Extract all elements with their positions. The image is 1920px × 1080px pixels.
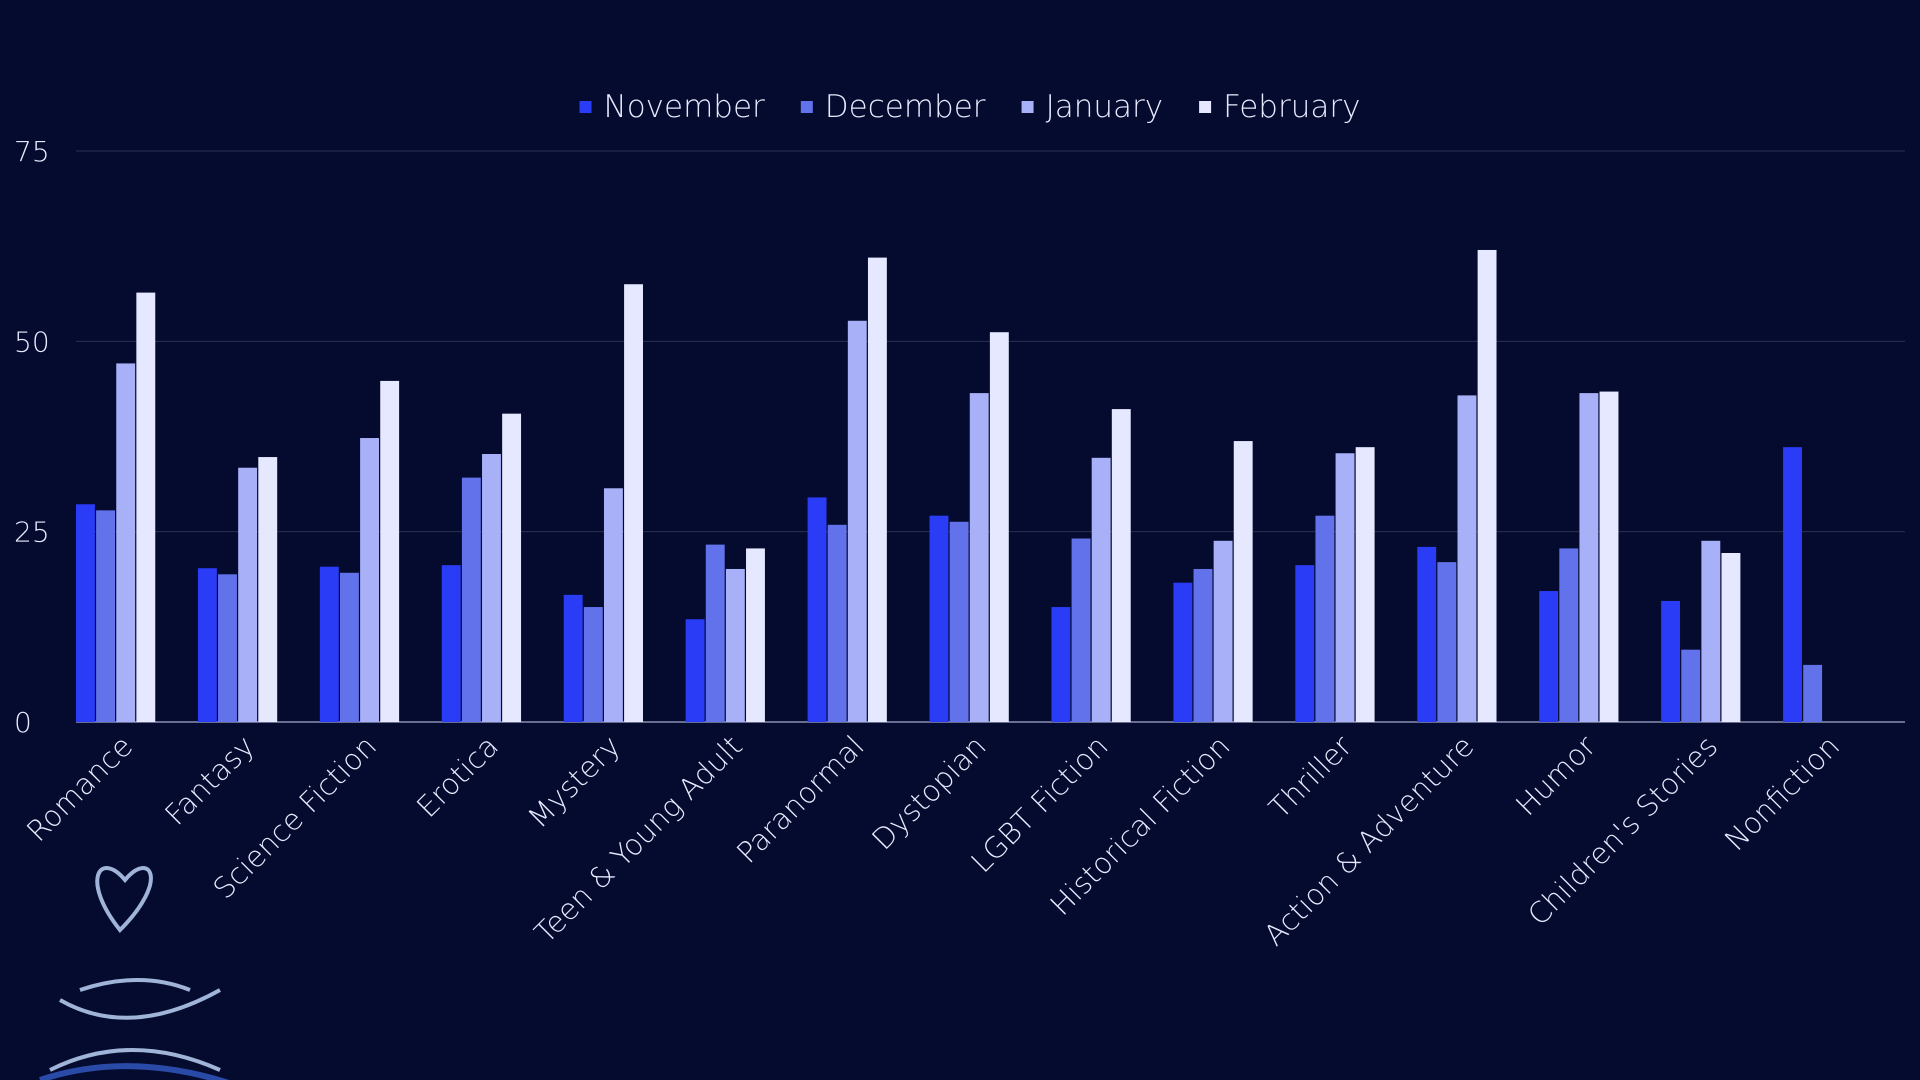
bar: [1681, 649, 1701, 722]
x-tick-label: Romance: [20, 729, 139, 848]
bar: [1457, 395, 1477, 722]
bar: [746, 548, 765, 722]
bar: [380, 380, 400, 722]
legend-swatch: [800, 101, 813, 113]
x-tick-label: Teen & Young Adult: [528, 729, 749, 950]
x-tick-label: Fantasy: [158, 729, 261, 832]
bar: [116, 363, 136, 722]
bar: [1539, 591, 1559, 722]
logo: [39, 866, 230, 1080]
bar: [1193, 568, 1213, 722]
bar: [1803, 664, 1823, 722]
legend-swatch: [1021, 101, 1034, 113]
bar: [1111, 409, 1131, 722]
bar: [969, 393, 989, 722]
bar: [949, 521, 969, 722]
bar: [1295, 565, 1315, 722]
legend: November December January February: [579, 89, 1360, 125]
bar: [1783, 447, 1802, 722]
legend-label: November: [604, 89, 766, 125]
bar: [725, 568, 745, 722]
bar: [603, 488, 623, 722]
x-tick-label: Mystery: [521, 729, 627, 835]
bar: [218, 574, 237, 722]
legend-swatch: [579, 101, 592, 113]
bar: [1233, 441, 1253, 722]
bar: [1701, 540, 1721, 722]
legend-swatch: [1199, 101, 1212, 113]
bar: [563, 594, 583, 722]
bar: [96, 510, 116, 722]
bar: [685, 619, 705, 722]
bar: [1213, 540, 1233, 722]
bar: [624, 284, 643, 722]
bar: [1335, 453, 1355, 722]
bar: [1721, 552, 1741, 722]
y-tick-label: 50: [14, 325, 50, 358]
bar: [929, 515, 949, 722]
bar: [583, 607, 603, 722]
bar: [1315, 515, 1335, 722]
x-tick-label: Humor: [1509, 729, 1602, 822]
bar: [258, 457, 278, 722]
y-tick-label: 75: [14, 135, 50, 168]
bar: [502, 413, 522, 722]
x-tick-label: Action & Adventure: [1257, 729, 1480, 952]
bar: [1579, 393, 1599, 722]
bar: [1599, 391, 1619, 722]
y-tick-label: 0: [14, 706, 32, 739]
bar: [1437, 562, 1457, 722]
bar: [197, 568, 217, 722]
bar: [360, 438, 380, 722]
bar: [461, 477, 481, 722]
bar: [705, 544, 725, 722]
y-tick-label: 25: [14, 516, 50, 549]
bar: [1559, 548, 1579, 722]
bar: [319, 566, 339, 722]
x-tick-label: Erotica: [410, 729, 505, 824]
bar: [1477, 249, 1497, 722]
bar: [441, 565, 461, 722]
bar: [1173, 582, 1193, 722]
bar: [136, 292, 156, 722]
bar: [238, 467, 258, 722]
bar: [76, 504, 95, 722]
bar: [1071, 538, 1091, 722]
legend-label: December: [825, 89, 986, 125]
bar: [989, 332, 1009, 722]
x-tick-label: Paranormal: [730, 729, 871, 870]
bar: [482, 454, 501, 722]
bar: [847, 320, 867, 722]
bar: [1051, 607, 1071, 722]
legend-label: February: [1223, 89, 1360, 125]
bar: [1091, 457, 1111, 722]
bar: [339, 572, 359, 722]
x-tick-label: Nonfiction: [1718, 729, 1846, 857]
bar: [867, 257, 887, 722]
x-tick-label: Dystopian: [865, 729, 993, 857]
bar: [1661, 600, 1681, 722]
bar: [1355, 447, 1375, 722]
bar: [1417, 546, 1437, 722]
bar: [827, 524, 847, 722]
x-tick-label: Thriller: [1262, 729, 1358, 825]
legend-label: January: [1046, 89, 1164, 125]
bar: [807, 497, 827, 722]
